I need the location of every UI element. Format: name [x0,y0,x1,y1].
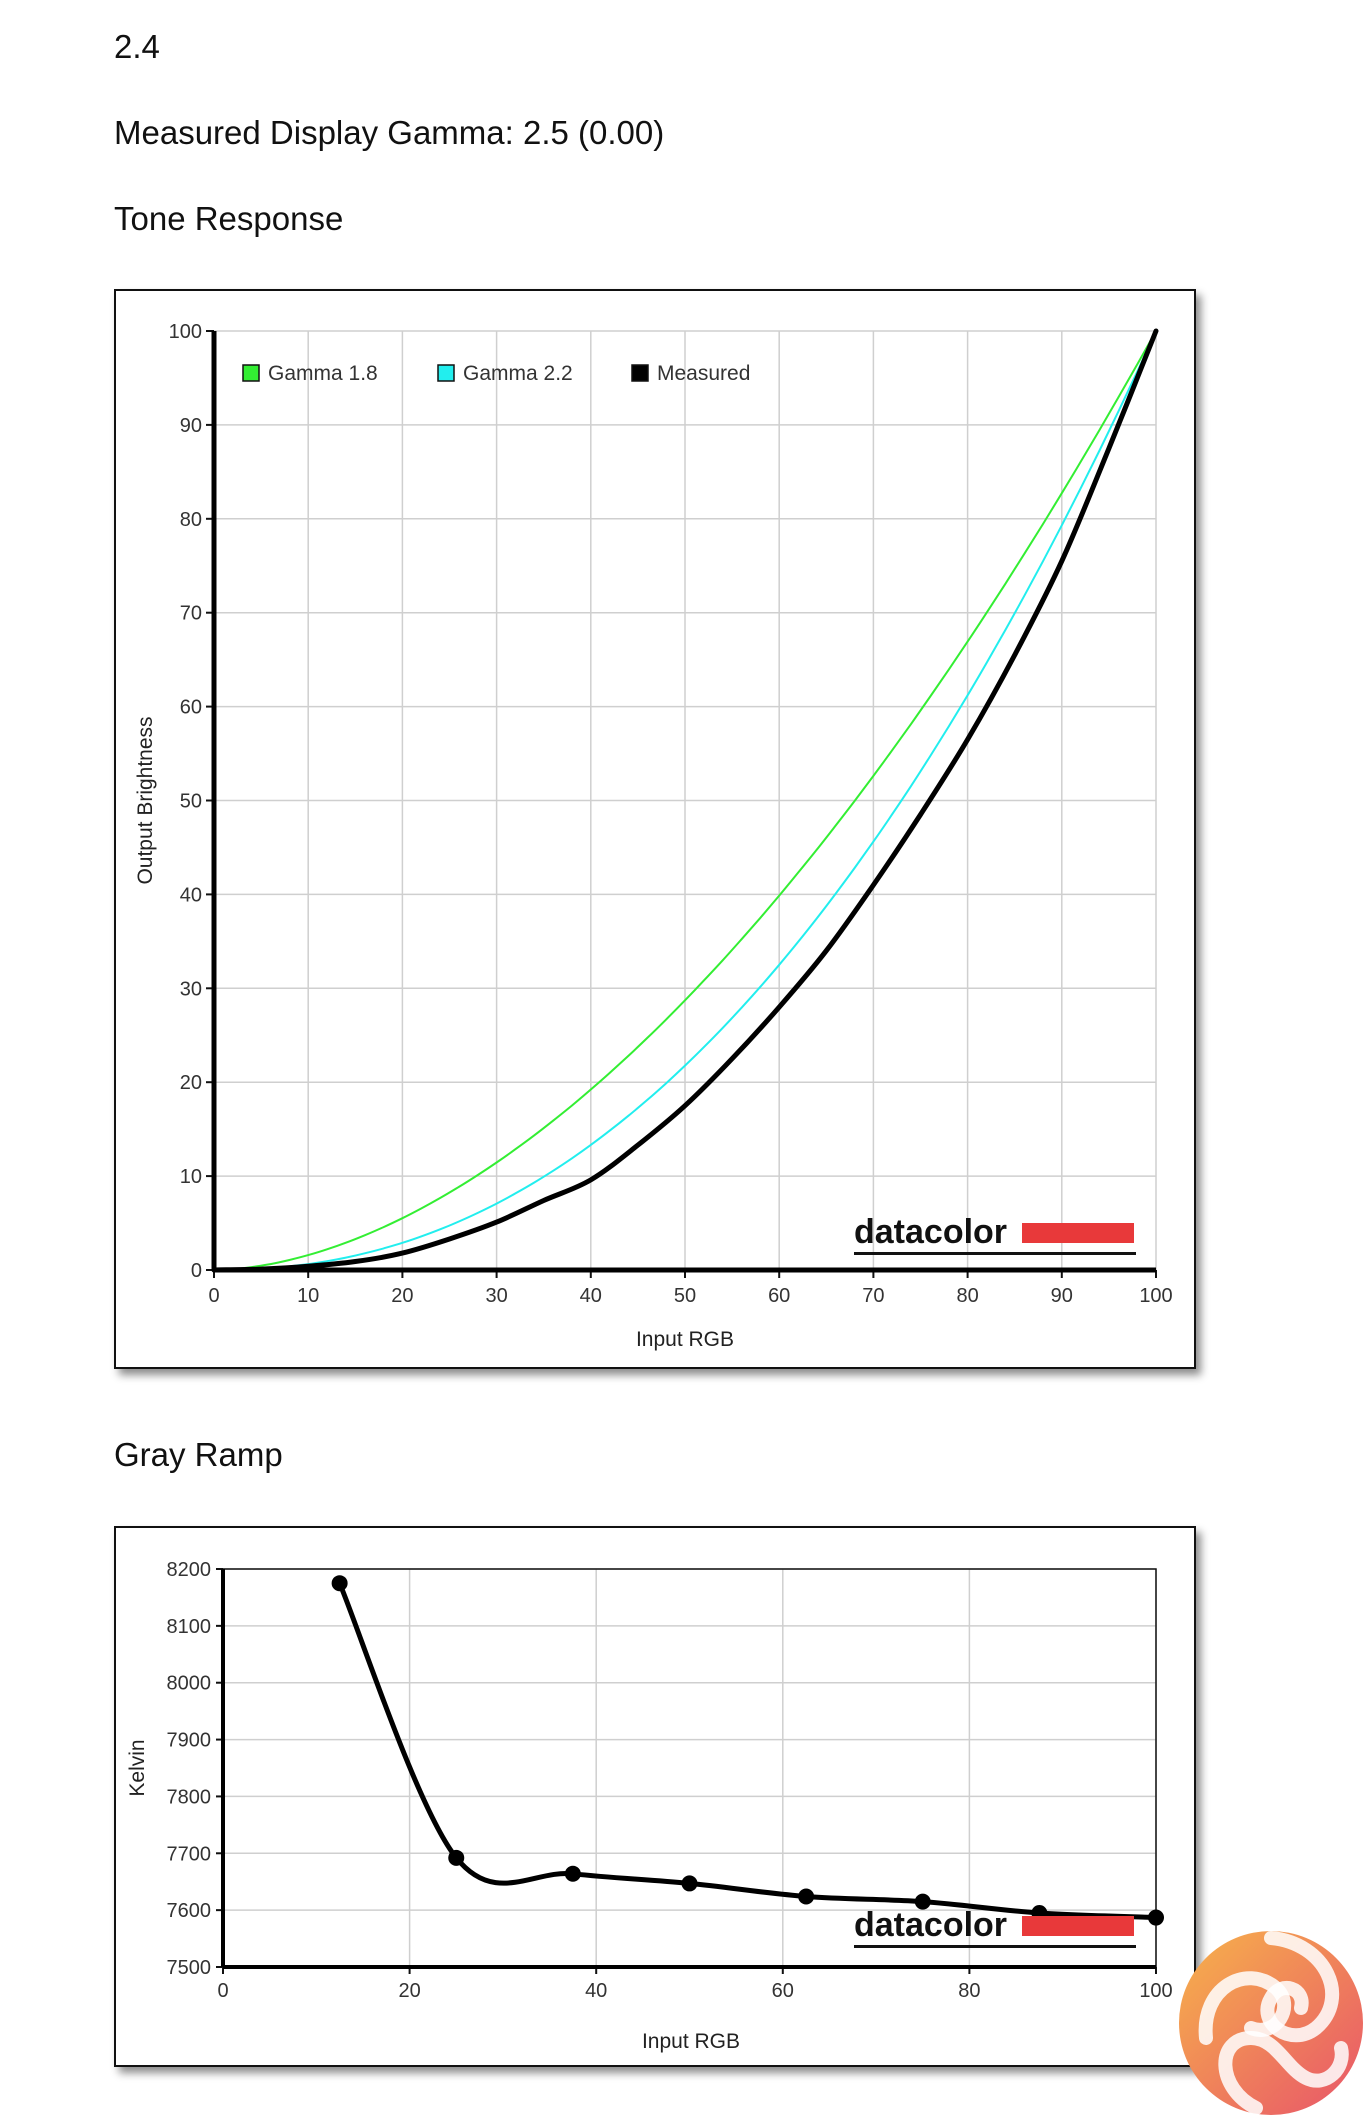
legend-label-measured: Measured [657,362,750,385]
measured-gamma-text: Measured Display Gamma: 2.5 (0.00) [114,114,665,151]
x-tick-label: 10 [297,1285,319,1307]
y-tick-label: 8100 [167,1616,212,1638]
legend-swatch-measured [631,364,649,382]
kelvin-data-point [1148,1909,1164,1926]
x-tick-label: 60 [772,1980,794,2002]
series-line-gamma-1-8 [213,330,1157,1271]
y-axis-title: Kelvin [126,1739,149,1796]
y-tick-label: 10 [180,1166,202,1188]
gray-ramp-chart: 0 20 40 60 80 100 7500 7600 7700 7800 7900 8000 8100… [126,1559,1173,2053]
kelvin-data-point [798,1888,815,1905]
y-tick-label: 100 [169,321,202,343]
y-tick-label: 50 [180,791,202,813]
x-tick-label: 100 [1139,1285,1172,1307]
tone-response-chart-frame: 0 10 20 30 40 50 60 70 80 90 100 0 10 20 30 40 50 60 70 80 9… [114,289,1196,1369]
datacolor-logo-bar [1022,1223,1134,1243]
legend-swatch-gamma-1-8 [242,364,260,382]
x-tick-label: 80 [958,1980,980,2002]
datacolor-logo-underline [854,1252,1136,1255]
gray-ramp-chart-frame: 0 20 40 60 80 100 7500 7600 7700 7800 7900 8000 8100… [114,1526,1196,2067]
y-axis-title: Output Brightness [134,716,157,884]
kelvin-data-point [564,1865,581,1882]
legend-swatch-gamma-2-2 [437,364,455,382]
y-tick-label: 60 [180,697,202,719]
x-axis-title: Input RGB [642,2030,740,2053]
y-tick-label: 20 [180,1072,202,1094]
datacolor-logo-text: datacolor [854,1906,1007,1944]
x-tick-label: 90 [1051,1285,1073,1307]
gamma-target-value: 2.4 [114,28,160,65]
y-tick-label: 40 [180,884,202,906]
y-tick-label: 7500 [167,1957,212,1979]
legend-label-gamma-1-8: Gamma 1.8 [268,362,378,385]
x-axis-title: Input RGB [636,1328,734,1351]
kelvin-series-line [337,1580,1159,1920]
tone-response-chart: 0 10 20 30 40 50 60 70 80 90 100 0 10 20 30 40 50 60 70 80 9… [134,321,1173,1351]
datacolor-logo: datacolor [854,1906,1136,1948]
y-tick-label: 7900 [167,1730,212,1752]
datacolor-logo-underline [854,1945,1136,1948]
y-tick-label: 7700 [167,1843,212,1865]
kelvin-data-point [681,1875,698,1892]
site-logo-icon [1179,1931,1363,2115]
y-tick-label: 30 [180,978,202,1000]
y-tick-label: 7800 [167,1786,212,1808]
y-tick-label: 80 [180,509,202,531]
datacolor-logo-bar [1022,1916,1134,1936]
y-tick-label: 8200 [167,1559,212,1581]
kelvin-data-point [331,1575,348,1592]
y-tick-label: 7600 [167,1900,212,1922]
x-tick-label: 40 [585,1980,607,2002]
series-line-gamma-2-2 [213,330,1157,1271]
x-tick-label: 50 [674,1285,696,1307]
x-tick-label: 60 [768,1285,790,1307]
plot-border [222,1568,1157,1968]
series-line-measured [211,328,1159,1273]
x-tick-label: 0 [217,1980,228,2002]
gray-ramp-heading: Gray Ramp [114,1436,283,1473]
kelvin-data-point [914,1893,931,1910]
x-tick-label: 30 [485,1285,507,1307]
x-tick-label: 0 [208,1285,219,1307]
y-tick-label: 8000 [167,1673,212,1695]
y-tick-label: 0 [191,1260,202,1282]
x-tick-label: 20 [391,1285,413,1307]
tone-response-heading: Tone Response [114,200,344,237]
x-tick-label: 40 [580,1285,602,1307]
x-tick-label: 70 [862,1285,884,1307]
x-tick-label: 80 [956,1285,978,1307]
x-tick-label: 20 [398,1980,420,2002]
datacolor-logo-text: datacolor [854,1213,1007,1251]
x-tick-label: 100 [1139,1980,1172,2002]
y-tick-label: 70 [180,603,202,625]
kelvin-data-point [448,1849,465,1866]
y-tick-label: 90 [180,415,202,437]
datacolor-logo: datacolor [854,1213,1136,1255]
legend-label-gamma-2-2: Gamma 2.2 [463,362,573,385]
